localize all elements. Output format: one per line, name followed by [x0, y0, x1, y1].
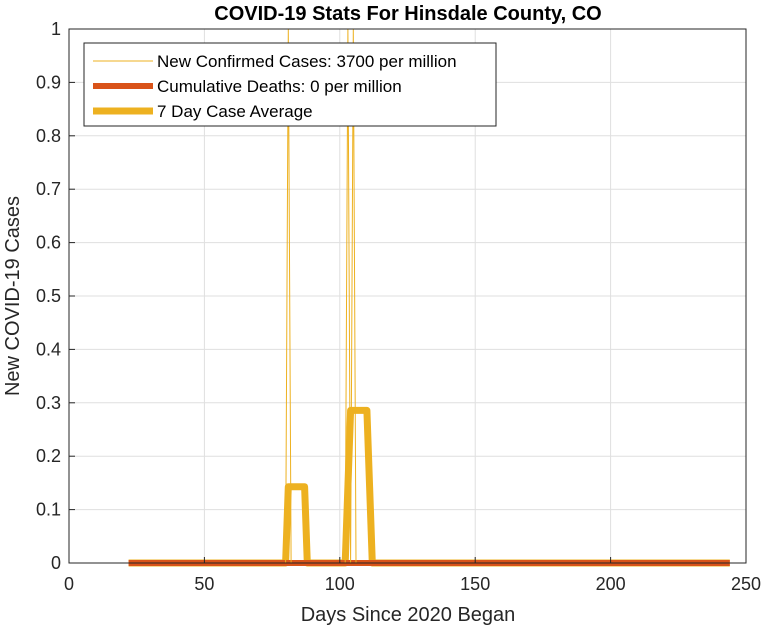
y-tick-label: 0.8	[36, 126, 61, 146]
y-tick-label: 0.1	[36, 500, 61, 520]
x-tick-label: 200	[596, 574, 626, 594]
y-tick-label: 0.5	[36, 286, 61, 306]
x-tick-label: 50	[194, 574, 214, 594]
x-tick-label: 0	[64, 574, 74, 594]
chart-title: COVID-19 Stats For Hinsdale County, CO	[214, 3, 601, 25]
series-7day-average-line	[128, 406, 730, 567]
y-tick-label: 0.4	[36, 339, 61, 359]
y-tick-label: 0	[51, 553, 61, 573]
x-axis-label: Days Since 2020 Began	[301, 604, 516, 626]
legend: New Confirmed Cases: 3700 per million Cum…	[83, 42, 497, 127]
tick-labels: 0 50 100 150 200 250 0 0.1 0.2 0.3 0.4 0.5 0.6 0.7 0.8…	[36, 19, 761, 594]
legend-item-7day-average-label: 7 Day Case Average	[157, 102, 313, 121]
y-tick-label: 0.9	[36, 72, 61, 92]
y-tick-label: 0.6	[36, 233, 61, 253]
y-axis-label: New COVID-19 Cases	[2, 196, 24, 396]
x-tick-label: 100	[325, 574, 355, 594]
x-tick-label: 250	[731, 574, 761, 594]
y-tick-label: 0.7	[36, 179, 61, 199]
y-tick-label: 0.2	[36, 446, 61, 466]
legend-item-new-cases-label: New Confirmed Cases: 3700 per million	[157, 52, 457, 71]
series-new-cases-line	[128, 28, 730, 564]
y-tick-label: 0.3	[36, 393, 61, 413]
y-tick-label: 1	[51, 19, 61, 39]
x-tick-label: 150	[460, 574, 490, 594]
legend-item-cumulative-deaths-label: Cumulative Deaths: 0 per million	[157, 77, 402, 96]
